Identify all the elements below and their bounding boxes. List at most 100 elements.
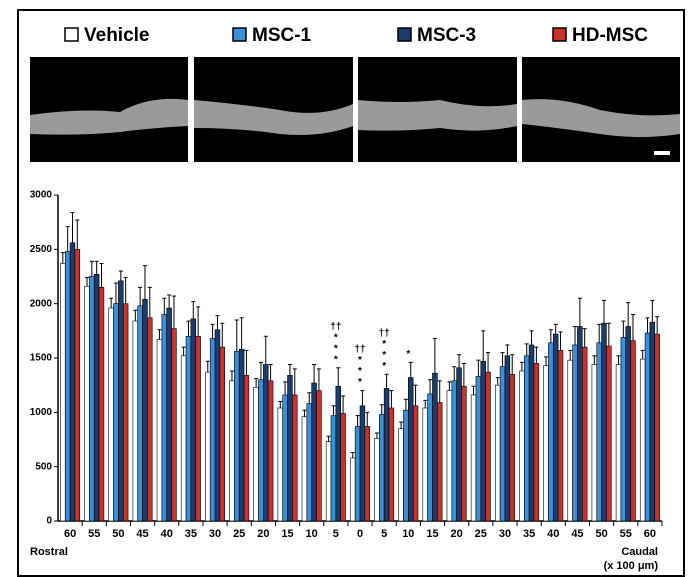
bar	[278, 408, 283, 521]
bar	[254, 387, 259, 521]
bar	[481, 361, 486, 521]
bar	[461, 386, 466, 521]
x-tick-label: 35	[185, 528, 197, 540]
bar	[196, 336, 201, 521]
x-tick-label: 55	[88, 528, 100, 540]
significance-mark: *	[382, 339, 386, 350]
bar	[341, 413, 346, 521]
bar	[60, 263, 65, 521]
y-tick-label: 1500	[30, 353, 53, 364]
bar	[384, 388, 389, 521]
bar	[210, 338, 215, 521]
bar	[529, 345, 534, 521]
y-tick-label: 3000	[30, 190, 53, 201]
bar	[70, 243, 75, 521]
x-tick-label: 30	[499, 528, 511, 540]
x-tick-label: 45	[571, 528, 583, 540]
bar	[89, 277, 94, 522]
bar	[447, 391, 452, 521]
bar	[505, 356, 510, 521]
bar	[524, 356, 529, 521]
bar	[519, 371, 524, 521]
bar	[621, 337, 626, 521]
y-tick-label: 1000	[30, 407, 53, 418]
bar	[597, 343, 602, 521]
y-tick-label: 2500	[30, 244, 53, 255]
x-tick-label: 10	[306, 528, 318, 540]
x-tick-label: 55	[620, 528, 632, 540]
bar	[234, 351, 239, 521]
x-tick-label: 0	[357, 528, 363, 540]
significance-mark: *	[382, 361, 386, 372]
bar	[220, 347, 225, 521]
bar	[85, 286, 90, 521]
bar	[379, 415, 384, 521]
bar	[631, 341, 636, 521]
x-tick-label: 40	[161, 528, 173, 540]
significance-mark: *	[406, 349, 410, 360]
bar	[374, 438, 379, 521]
x-tick-label: 15	[281, 528, 293, 540]
bar	[476, 376, 481, 521]
x-tick-label: 25	[233, 528, 245, 540]
bar	[205, 372, 210, 521]
bar	[428, 394, 433, 521]
bar	[268, 381, 273, 521]
x-tick-label: 60	[644, 528, 656, 540]
bar	[645, 333, 650, 521]
significance-mark: *	[334, 332, 338, 343]
legend-label: MSC-3	[417, 25, 476, 46]
bar	[133, 321, 138, 521]
bar	[403, 410, 408, 521]
bar	[263, 365, 268, 521]
bar	[123, 304, 128, 521]
micrographs	[30, 57, 680, 162]
x-tick-label: 20	[257, 528, 269, 540]
legend-swatch	[398, 28, 411, 41]
x-tick-label: 45	[136, 528, 148, 540]
bar	[471, 395, 476, 521]
bar	[437, 403, 442, 521]
bar	[486, 372, 491, 521]
bar	[640, 359, 645, 521]
bar	[307, 404, 312, 521]
bar	[650, 322, 655, 521]
y-tick-label: 500	[35, 461, 52, 472]
bar	[109, 308, 114, 521]
bar	[302, 417, 307, 521]
x-tick-label: 10	[402, 528, 414, 540]
bar	[331, 416, 336, 521]
x-unit-label: (x 100 μm)	[604, 560, 659, 572]
bar	[408, 378, 413, 521]
bar	[452, 381, 457, 521]
bar	[457, 368, 462, 521]
bar	[510, 374, 515, 521]
bar	[162, 315, 167, 521]
legend-label: Vehicle	[84, 25, 150, 46]
bar	[172, 329, 177, 521]
bar	[360, 406, 365, 521]
y-tick-label: 0	[46, 516, 52, 527]
bar	[432, 373, 437, 521]
x-tick-label: 15	[426, 528, 438, 540]
bar	[143, 299, 148, 521]
bar	[616, 365, 621, 521]
bar	[157, 340, 162, 521]
bar	[655, 334, 660, 521]
bar	[336, 386, 341, 521]
x-tick-label: 5	[333, 528, 339, 540]
bar	[292, 395, 297, 521]
bar	[288, 375, 293, 521]
significance-mark: *	[358, 366, 362, 377]
bar	[592, 365, 597, 521]
legend-swatch	[553, 28, 566, 41]
significance-mark: *	[334, 354, 338, 365]
bar	[114, 304, 119, 521]
bar	[602, 323, 607, 521]
x-tick-label: 50	[112, 528, 124, 540]
bar	[582, 347, 587, 521]
x-end-label: Caudal	[621, 546, 658, 558]
x-tick-label: 50	[595, 528, 607, 540]
bar	[167, 308, 172, 521]
bar	[544, 366, 549, 521]
